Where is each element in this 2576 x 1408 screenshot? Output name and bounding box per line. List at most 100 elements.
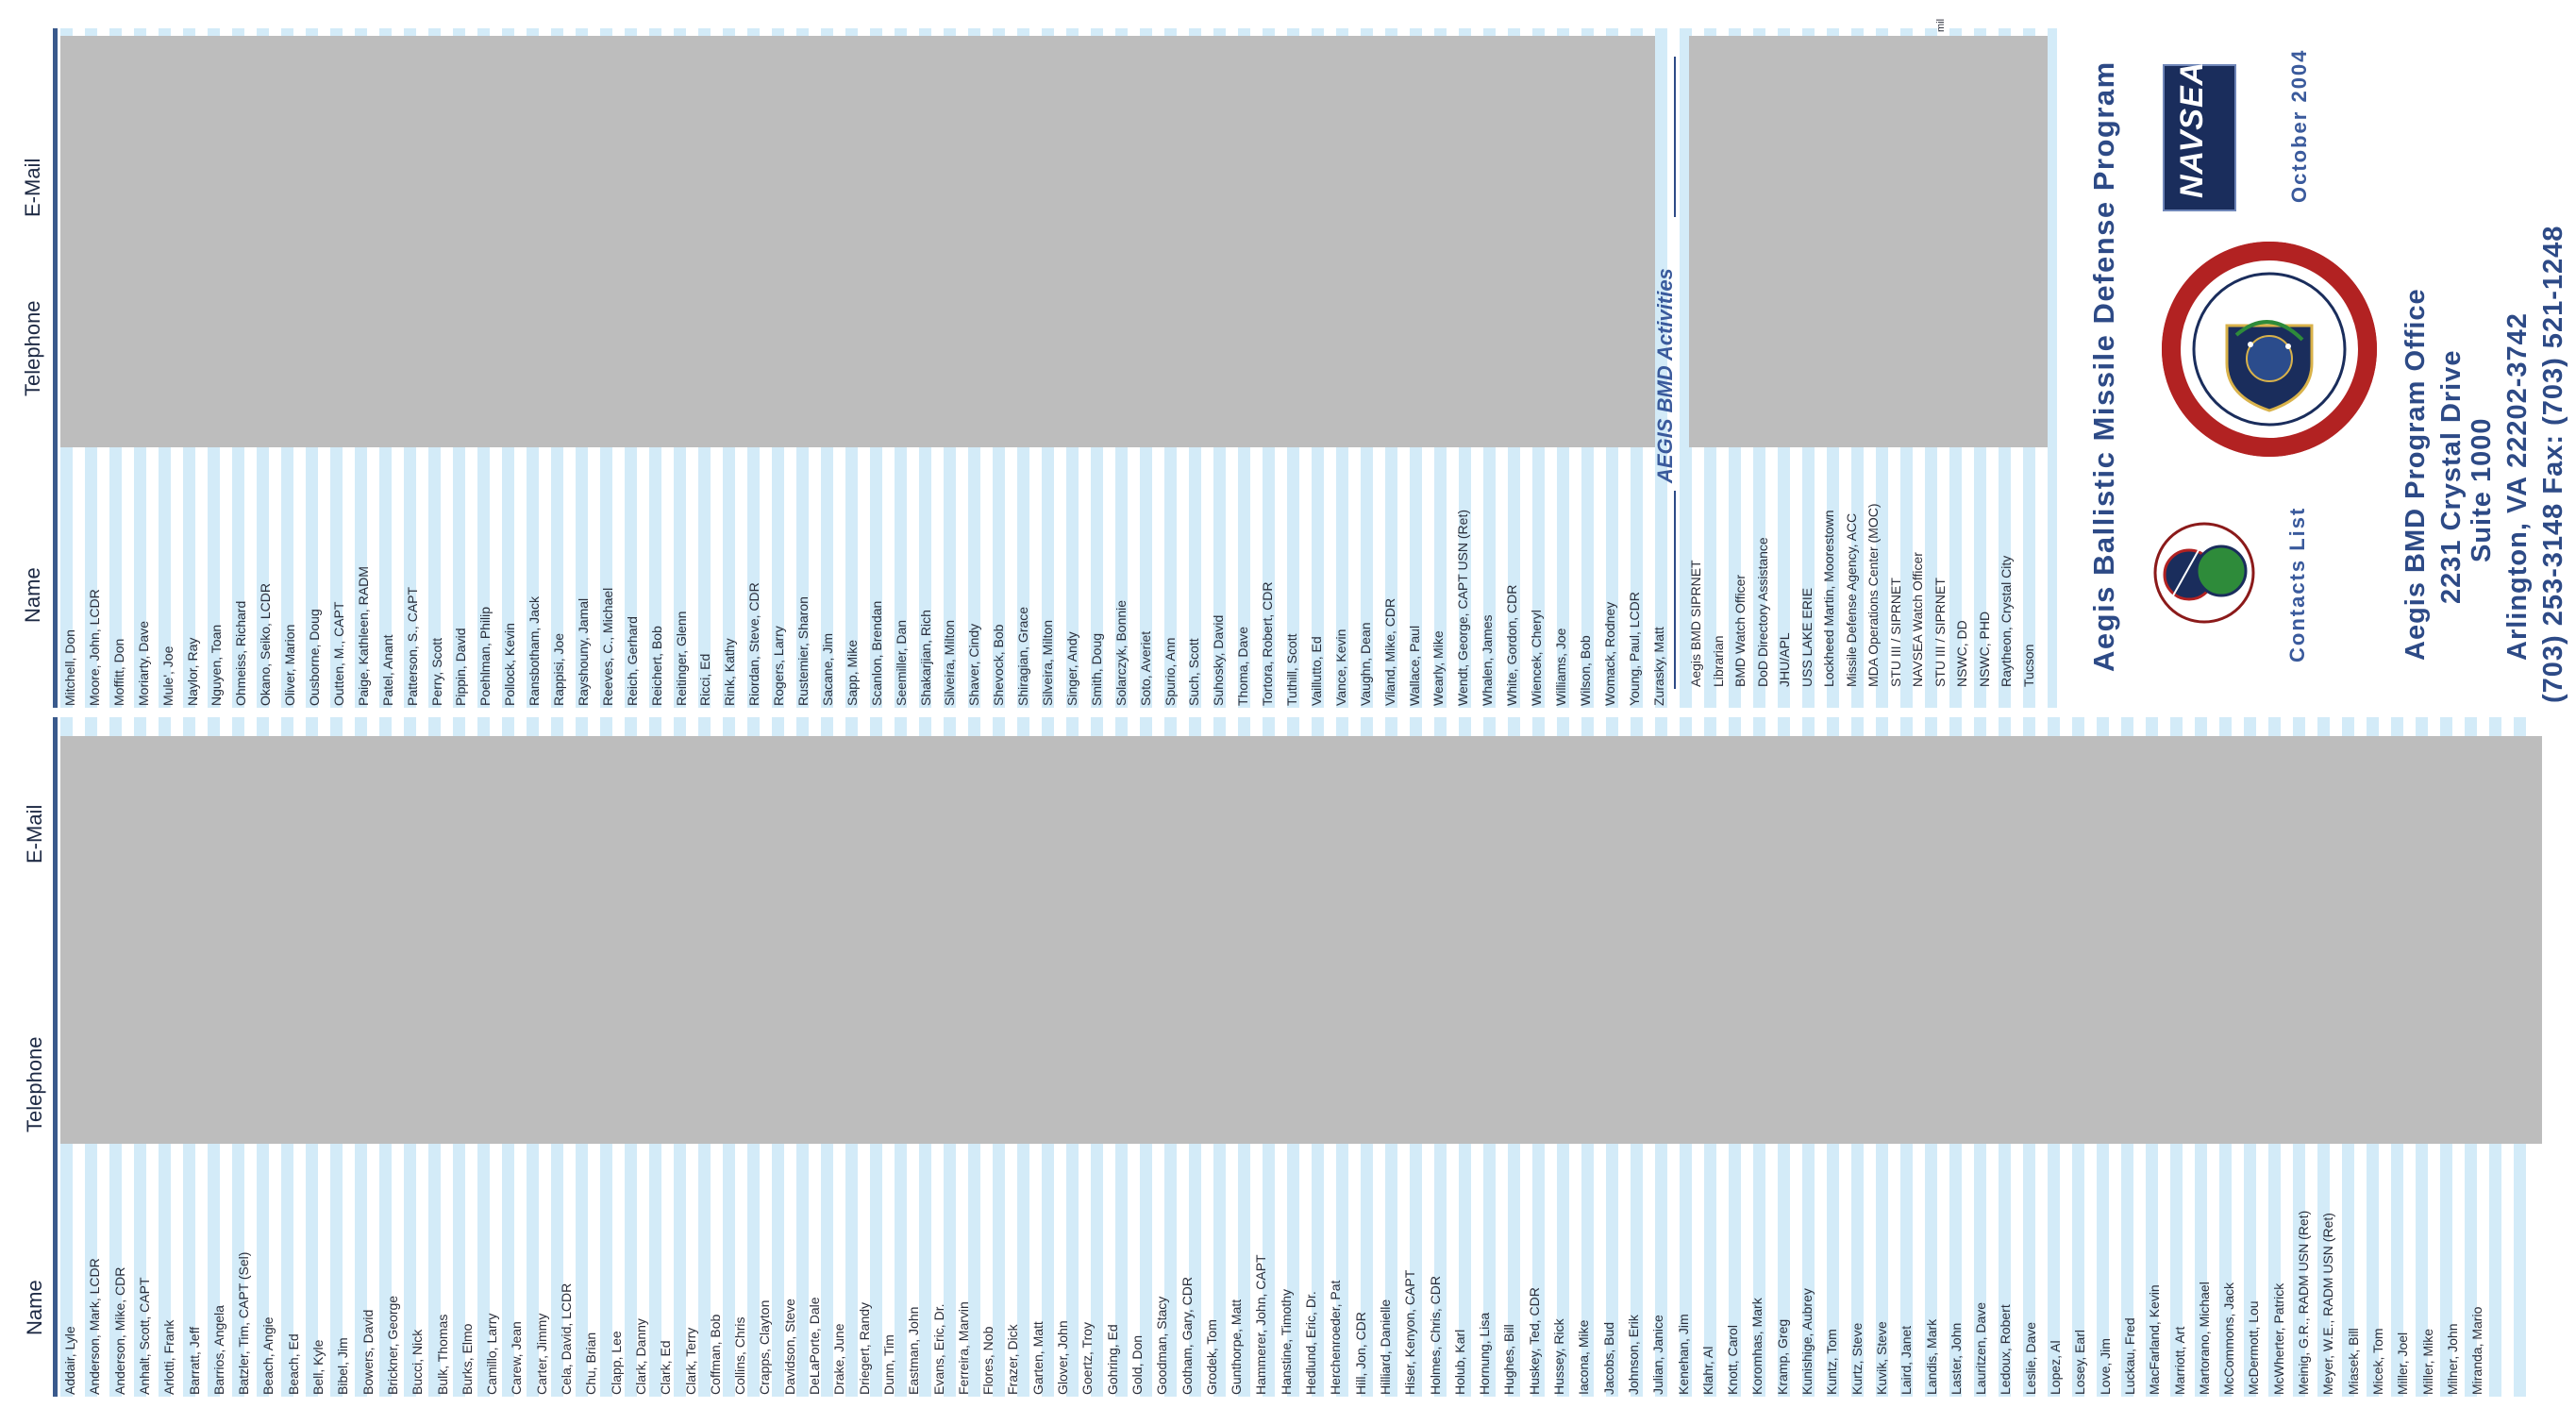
list-item: Clark, Danny	[632, 1318, 648, 1395]
list-item: Marriott, Art	[2171, 1326, 2187, 1395]
activities-rule-bottom	[1674, 491, 1676, 689]
list-item: Paige, Kathleen, RADM	[355, 566, 371, 706]
list-item: Ferreira, Marvin	[955, 1301, 971, 1395]
list-item: Miasek, Bill	[2345, 1328, 2361, 1395]
navsea-logo: NAVSEA	[2163, 61, 2236, 211]
list-item: Holub, Karl	[1451, 1329, 1467, 1395]
list-item: Julian, Janice	[1650, 1315, 1666, 1395]
list-item: Moffitt, Don	[110, 638, 126, 706]
list-item: Smith, Doug	[1088, 632, 1104, 706]
list-item: Moore, John, LCDR	[86, 589, 102, 706]
list-item: Leslie, Dave	[2022, 1321, 2038, 1395]
list-item: Poehlman, Philip	[477, 606, 493, 706]
list-item: Miranda, Mario	[2469, 1306, 2485, 1395]
list-item: MDA Operations Center (MOC)	[1865, 503, 1881, 688]
list-item: Reeves, C., Michael	[599, 587, 615, 706]
list-item: Seemiller, Dan	[893, 619, 909, 706]
activities-rule-top	[1674, 57, 1676, 217]
list-item: Reichert, Bob	[648, 626, 664, 706]
list-item: Riordan, Steve, CDR	[746, 582, 762, 706]
list-item: Driegert, Randy	[856, 1301, 872, 1395]
list-item: NSWC, DD	[1954, 620, 1969, 687]
list-item: Hilliard, Danielle	[1377, 1299, 1393, 1395]
list-item: Bucci, Nick	[410, 1329, 426, 1395]
list-item: Womack, Rodney	[1601, 601, 1617, 706]
list-item: Ledoux, Robert	[1998, 1304, 2014, 1395]
address-line: 2231 Crystal Drive	[2436, 349, 2467, 605]
list-item: Knott, Carol	[1725, 1325, 1741, 1395]
redaction-block-activities	[1689, 36, 2048, 447]
list-item: Aegis BMD SIPRNET	[1688, 560, 1703, 687]
list-item: Whalen, James	[1480, 614, 1496, 706]
list-item: Drake, June	[831, 1323, 847, 1395]
row-stripe	[1680, 28, 1692, 708]
list-item: Gold, Don	[1129, 1334, 1145, 1395]
list-item: Shakarjian, Rich	[917, 610, 933, 706]
list-item: Librarian	[1710, 635, 1726, 687]
list-item: Missile Defense Agency, ACC	[1843, 512, 1859, 687]
list-item: Meyer, W.E., RADM USN (Ret)	[2320, 1213, 2336, 1395]
list-item: Beach, Angie	[260, 1316, 276, 1395]
list-item: Hammerer, John, CAPT	[1253, 1254, 1269, 1395]
list-item: Mitchell, Don	[62, 629, 77, 706]
list-item: Hanstine, Timothy	[1278, 1288, 1294, 1395]
list-item: Ransbotham, Jack	[527, 596, 543, 706]
list-item: Lauritzen, Dave	[1973, 1301, 1989, 1395]
list-item: Martorano, Michael	[2196, 1282, 2212, 1395]
list-item: Mule', Joe	[159, 645, 176, 706]
list-item: Rappisi, Joe	[551, 632, 566, 706]
list-item: McWherter, Patrick	[2270, 1282, 2286, 1395]
list-item: Bibel, Jim	[335, 1337, 351, 1395]
list-item: Frazer, Dick	[1005, 1324, 1021, 1395]
list-item: Silveira, Milton	[1040, 619, 1055, 706]
list-item: Dunn, Tim	[880, 1334, 896, 1395]
list-item: Scanlon, Brendan	[868, 600, 884, 706]
list-item: Batzler, Tim, CAPT (Sel)	[236, 1251, 252, 1395]
list-item: MacFarland, Kevin	[2147, 1284, 2163, 1395]
list-item: DoD Directory Assistance	[1754, 537, 1770, 687]
list-item: DeLaPorte, Dale	[807, 1297, 822, 1395]
list-item: Gohring, Ed	[1104, 1324, 1120, 1395]
list-item: Addair, Lyle	[62, 1326, 77, 1395]
list-item: Wearly, Mike	[1430, 630, 1447, 706]
list-item: Kurtz, Steve	[1848, 1322, 1865, 1395]
list-item: Collins, Chris	[732, 1316, 748, 1395]
list-item: Ohmeiss, Richard	[233, 600, 249, 706]
list-item: Lockheed Martin, Moorestown	[1821, 510, 1836, 687]
list-item: Rustemier, Sharon	[795, 596, 811, 706]
list-item: Ousborne, Doug	[307, 609, 322, 706]
list-item: Meinig, G.R., RADM USN (Ret)	[2296, 1210, 2311, 1395]
list-item: Goodman, Stacy	[1154, 1296, 1170, 1395]
row-stripe	[1655, 28, 1667, 708]
list-item: Silveira, Milton	[942, 619, 958, 706]
list-item: Wilson, Bob	[1577, 635, 1593, 706]
list-item: Anhalt, Scott, CAPT	[136, 1277, 152, 1396]
list-item: Reich, Gerhard	[624, 616, 640, 706]
list-item: NSWC, PHD	[1976, 611, 1992, 687]
list-item: Shaver, Cindy	[966, 623, 982, 706]
list-item: Hughes, Bill	[1501, 1324, 1517, 1395]
list-item: Zurasky, Matt	[1650, 627, 1666, 706]
list-item: Grodek, Tom	[1203, 1319, 1219, 1395]
list-item: Viland, Mike, CDR	[1381, 597, 1397, 706]
list-item: Kramp, Greg	[1774, 1318, 1790, 1395]
list-item: Vance, Kevin	[1332, 629, 1348, 706]
list-item: Wiencek, Cheryl	[1529, 610, 1544, 706]
list-item: Singer, Andy	[1063, 631, 1079, 706]
header-name-bottom: Name	[23, 1280, 46, 1335]
list-item: Suhosky, David	[1211, 614, 1227, 706]
list-item: Clark, Terry	[682, 1327, 698, 1395]
list-item: Perry, Scott	[428, 637, 444, 706]
list-item: Vaillutto, Ed	[1308, 636, 1324, 706]
list-item: Jacobs, Bud	[1600, 1321, 1616, 1395]
row-stripe	[2048, 28, 2060, 708]
mda-seal-icon	[2162, 242, 2377, 457]
list-item: Eastman, John	[906, 1306, 922, 1395]
list-item: Laird, Janet	[1899, 1325, 1915, 1395]
list-item: Kuntz, Tom	[1824, 1329, 1840, 1395]
list-item: Pippin, David	[453, 628, 469, 707]
list-item: Cela, David, LCDR	[559, 1282, 574, 1395]
list-item: STU III / SIPRNET	[1932, 578, 1948, 687]
list-item: Lopez, Al	[2048, 1340, 2063, 1395]
list-item: Micek, Tom	[2369, 1328, 2385, 1395]
